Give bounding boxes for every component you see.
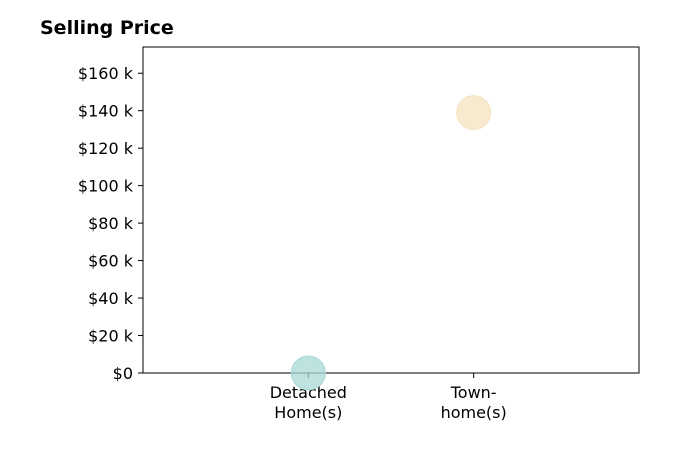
y-tick-label: $160 k bbox=[78, 64, 134, 83]
y-tick-label: $40 k bbox=[88, 289, 134, 308]
x-tick-label: Town-home(s) bbox=[441, 383, 507, 422]
y-tick-label: $80 k bbox=[88, 214, 134, 233]
x-tick-label-line: Home(s) bbox=[274, 403, 342, 422]
data-point bbox=[456, 95, 492, 131]
chart-title: Selling Price bbox=[40, 17, 174, 39]
plot-area-frame bbox=[142, 46, 640, 374]
y-tick-label: $60 k bbox=[88, 252, 134, 271]
x-tick-label-line: home(s) bbox=[441, 403, 507, 422]
x-tick-label-line: Town- bbox=[450, 383, 497, 402]
x-tick-label: Detached Home(s) bbox=[270, 383, 347, 422]
y-tick-label: $100 k bbox=[78, 177, 134, 196]
y-tick-label: $0 bbox=[113, 364, 133, 383]
data-points bbox=[290, 95, 492, 391]
y-tick-label: $120 k bbox=[78, 139, 134, 158]
y-tick-label: $20 k bbox=[88, 327, 134, 346]
x-axis: Detached Home(s) Town-home(s) bbox=[270, 373, 507, 422]
y-tick-label: $140 k bbox=[78, 102, 134, 121]
data-point bbox=[290, 355, 326, 391]
y-axis: $0 $20 k $40 k $60 k $80 k $100 k $120 k $140 k… bbox=[78, 64, 143, 383]
x-tick-label-line: Detached bbox=[270, 383, 347, 402]
